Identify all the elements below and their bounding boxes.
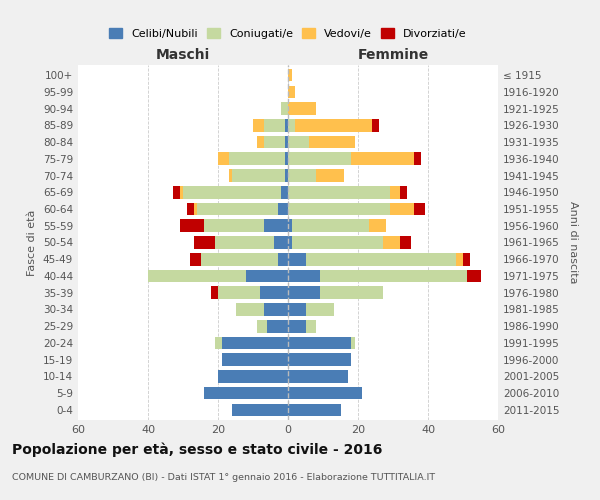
Bar xyxy=(305,253,456,266)
Bar xyxy=(320,270,467,282)
Bar xyxy=(288,236,292,249)
Bar xyxy=(288,270,320,282)
Bar xyxy=(389,186,400,198)
Bar xyxy=(288,186,389,198)
Text: Popolazione per età, sesso e stato civile - 2016: Popolazione per età, sesso e stato civil… xyxy=(12,442,382,457)
Bar xyxy=(284,169,288,182)
Bar xyxy=(204,220,263,232)
Bar xyxy=(288,286,320,299)
Bar xyxy=(288,119,295,132)
Bar xyxy=(292,236,383,249)
Bar xyxy=(463,253,470,266)
Bar xyxy=(456,253,463,266)
Bar xyxy=(218,286,260,299)
Bar xyxy=(229,169,232,182)
Bar xyxy=(288,387,361,400)
Bar xyxy=(215,236,274,249)
Bar xyxy=(257,136,263,148)
Bar xyxy=(400,236,410,249)
Bar xyxy=(288,354,351,366)
Bar xyxy=(309,136,355,148)
Bar xyxy=(193,202,197,215)
Bar xyxy=(288,169,316,182)
Bar xyxy=(221,336,288,349)
Bar xyxy=(389,202,414,215)
Bar xyxy=(292,220,368,232)
Text: Femmine: Femmine xyxy=(358,48,428,62)
Bar xyxy=(284,119,288,132)
Bar xyxy=(148,270,246,282)
Bar xyxy=(288,136,309,148)
Bar xyxy=(211,286,218,299)
Bar xyxy=(257,320,267,332)
Bar xyxy=(288,336,351,349)
Bar xyxy=(229,152,284,165)
Bar xyxy=(383,236,400,249)
Bar xyxy=(232,404,288,416)
Bar xyxy=(253,119,263,132)
Bar xyxy=(351,152,414,165)
Bar xyxy=(305,320,316,332)
Bar xyxy=(372,119,379,132)
Bar xyxy=(351,336,355,349)
Text: COMUNE DI CAMBURZANO (BI) - Dati ISTAT 1° gennaio 2016 - Elaborazione TUTTITALIA: COMUNE DI CAMBURZANO (BI) - Dati ISTAT 1… xyxy=(12,472,435,482)
Bar xyxy=(281,102,288,115)
Bar xyxy=(288,152,351,165)
Text: Maschi: Maschi xyxy=(156,48,210,62)
Bar xyxy=(232,169,284,182)
Bar xyxy=(277,253,288,266)
Y-axis label: Fasce di età: Fasce di età xyxy=(28,210,37,276)
Bar xyxy=(274,236,288,249)
Bar xyxy=(197,202,277,215)
Bar xyxy=(400,186,407,198)
Bar xyxy=(281,186,288,198)
Bar xyxy=(320,286,383,299)
Bar xyxy=(263,119,284,132)
Bar xyxy=(183,186,281,198)
Bar xyxy=(414,202,425,215)
Bar xyxy=(218,152,229,165)
Bar xyxy=(263,303,288,316)
Bar xyxy=(316,169,344,182)
Bar xyxy=(215,336,221,349)
Bar xyxy=(190,253,200,266)
Bar xyxy=(288,220,292,232)
Bar xyxy=(467,270,481,282)
Bar xyxy=(288,370,347,382)
Bar xyxy=(284,136,288,148)
Bar xyxy=(277,202,288,215)
Bar xyxy=(235,303,263,316)
Bar xyxy=(288,69,292,82)
Bar xyxy=(305,303,334,316)
Bar xyxy=(288,86,295,98)
Bar xyxy=(288,202,389,215)
Bar xyxy=(288,404,341,416)
Bar xyxy=(218,370,288,382)
Bar xyxy=(284,152,288,165)
Y-axis label: Anni di nascita: Anni di nascita xyxy=(568,201,578,284)
Bar xyxy=(288,102,316,115)
Bar xyxy=(368,220,386,232)
Bar xyxy=(263,220,288,232)
Bar xyxy=(221,354,288,366)
Legend: Celibi/Nubili, Coniugati/e, Vedovi/e, Divorziati/e: Celibi/Nubili, Coniugati/e, Vedovi/e, Di… xyxy=(106,24,470,42)
Bar xyxy=(288,253,305,266)
Bar xyxy=(288,303,305,316)
Bar xyxy=(263,136,284,148)
Bar xyxy=(187,202,193,215)
Bar xyxy=(267,320,288,332)
Bar xyxy=(173,186,179,198)
Bar xyxy=(193,236,215,249)
Bar xyxy=(179,186,183,198)
Bar xyxy=(200,253,277,266)
Bar xyxy=(288,320,305,332)
Bar xyxy=(179,220,204,232)
Bar xyxy=(246,270,288,282)
Bar xyxy=(295,119,372,132)
Bar xyxy=(414,152,421,165)
Bar xyxy=(260,286,288,299)
Bar xyxy=(204,387,288,400)
